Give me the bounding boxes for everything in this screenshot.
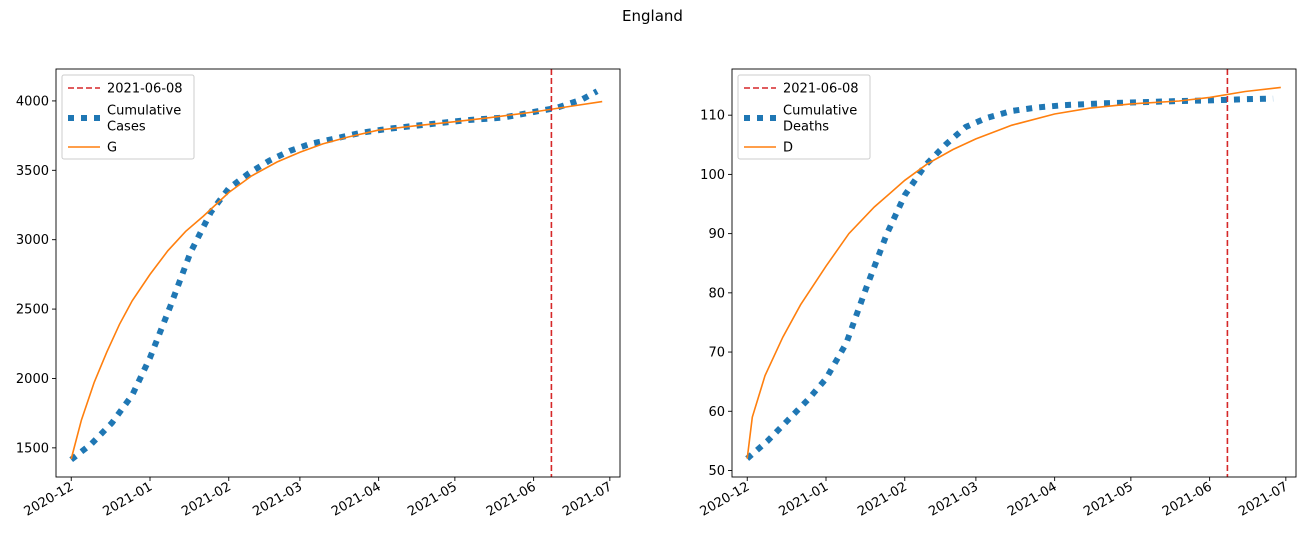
panel-1-x-tick-label: 2021-02 (179, 479, 234, 519)
panel-1-y-tick-label: 2500 (16, 303, 49, 318)
panel-2-y-tick-label: 100 (700, 168, 725, 183)
panel-1-y-tick-label: 1500 (16, 441, 49, 456)
panel-1-x-tick-label: 2021-07 (560, 479, 615, 519)
panel-2-plot-frame (731, 68, 1297, 478)
panel-1-y-tick-label: 4000 (16, 94, 49, 109)
panel-2-series-model-line (746, 86, 1281, 459)
panel-1-legend-reference-label: 2021-06-08 (107, 82, 183, 97)
panel-2-y-tick-label: 90 (708, 227, 725, 242)
panel-2-x-tick-label: 2020-12 (698, 479, 753, 519)
panel-2-axes: 50 60 70 80 90 100 110 2020-12 2021-01 2021-02 202… (698, 68, 1297, 520)
panel-2-y-tick-label: 50 (708, 464, 725, 479)
panel-1-x-tick-label: 2021-04 (329, 479, 384, 519)
panel-2-x-tick-label: 2021-05 (1081, 479, 1136, 519)
panel-2-x-tick-label: 2021-06 (1160, 479, 1215, 519)
panel-2-x-tick-label: 2021-07 (1236, 479, 1291, 519)
panel-1-x-tick-label: 2021-01 (100, 479, 155, 519)
panel-1-legend-box (61, 74, 195, 160)
panel-1-x-tick-label: 2021-03 (250, 479, 305, 519)
panel-1-y-tick-label: 3000 (16, 233, 49, 248)
panel-2-x-tick-label: 2021-04 (1005, 479, 1060, 519)
panel-2-y-tick-label: 110 (700, 109, 725, 124)
panel-2-y-tick-label: 70 (708, 346, 725, 361)
panel-2-x-tick-label: 2021-01 (776, 479, 831, 519)
panel-1-series-observed-line (69, 88, 599, 463)
figure-title: England (622, 7, 683, 25)
panel-1-legend-observed-label: Cumulative Cases (107, 104, 181, 135)
panel-2-legend: 2021-06-08 Cumulative Deaths D (737, 74, 871, 160)
panel-2-x-tick-label: 2021-02 (855, 479, 910, 519)
panel-2-legend-reference-label: 2021-06-08 (783, 82, 859, 97)
panel-1-x-tick-label: 2020-12 (22, 479, 77, 519)
panel-2-legend-box (737, 74, 871, 160)
panel-2-x-tick-label: 2021-03 (926, 479, 981, 519)
panel-2-legend-observed-label: Cumulative Deaths (783, 104, 857, 135)
panel-2-legend-model-label: D (783, 141, 793, 156)
panel-1-x-tick-label: 2021-06 (484, 479, 539, 519)
panel-1-y-tick-label: 2000 (16, 372, 49, 387)
panel-2-y-tick-label: 60 (708, 405, 725, 420)
panel-1-legend: 2021-06-08 Cumulative Cases G (61, 74, 195, 160)
panel-1-plot-frame (55, 68, 621, 478)
panel-1-y-tick-label: 3500 (16, 164, 49, 179)
panel-1-axes: 1500 2000 2500 3000 3500 4000 2020-12 2021-01 20… (16, 68, 621, 520)
panel-1-x-tick-label: 2021-05 (405, 479, 460, 519)
panel-1-series-model-line (70, 100, 603, 460)
panel-2-y-tick-label: 80 (708, 286, 725, 301)
panel-1-legend-model-label: G (107, 141, 117, 156)
